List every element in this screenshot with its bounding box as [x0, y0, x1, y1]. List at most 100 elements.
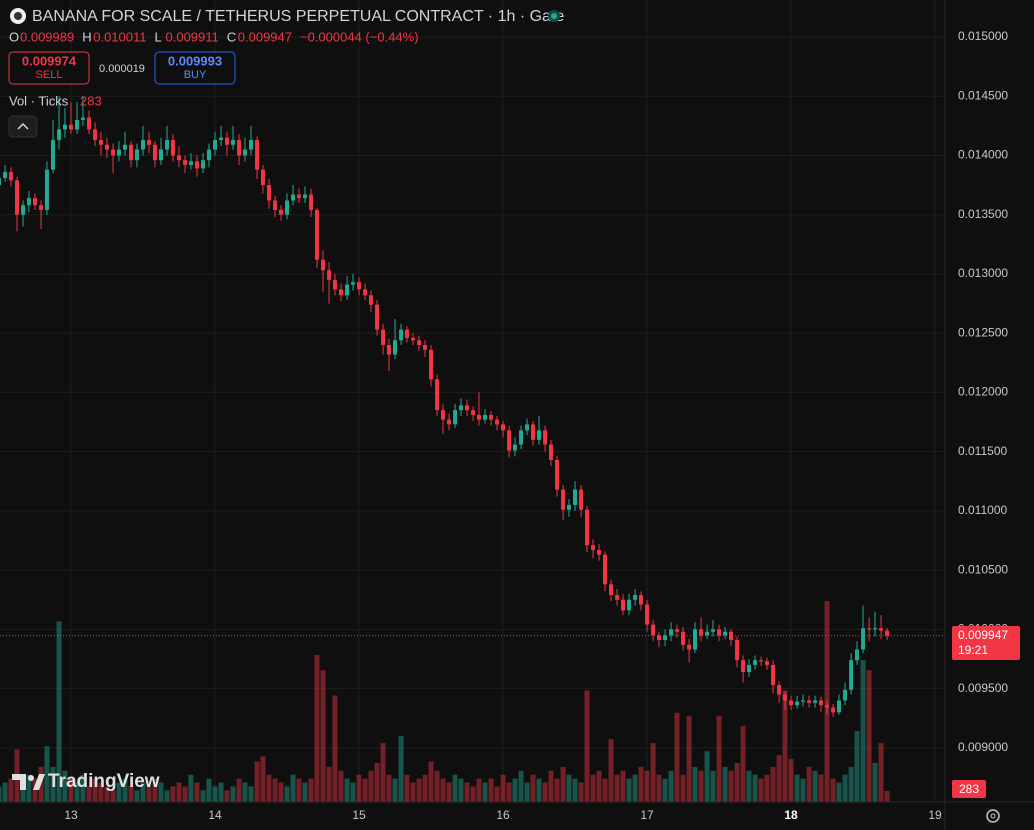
candle-body — [471, 410, 476, 415]
volume-bar — [368, 770, 374, 802]
volume-bar — [74, 782, 80, 802]
volume-bar — [884, 790, 890, 802]
volume-bar — [866, 670, 872, 802]
candle-body — [530, 424, 535, 440]
volume-bar — [692, 766, 698, 802]
last-price: 0.009947 — [958, 628, 1008, 642]
volume-bar — [80, 774, 86, 802]
sell-label: SELL — [36, 69, 63, 81]
candle-body — [741, 660, 746, 673]
volume-bar — [284, 786, 290, 802]
sell-button[interactable] — [8, 51, 90, 85]
volume-bar — [788, 759, 794, 802]
volume-bar — [386, 774, 392, 802]
volume-bar — [314, 654, 320, 802]
watermark-icon — [12, 774, 26, 790]
y-tick-label: 0.010500 — [958, 562, 1008, 576]
volume-bar — [0, 786, 2, 802]
y-tick-label: 0.014000 — [958, 148, 1008, 162]
candle-body — [75, 119, 80, 130]
candle-body — [728, 631, 733, 641]
candle-body — [831, 707, 836, 713]
volume-bar — [542, 782, 548, 802]
candle-body — [501, 424, 506, 431]
legend-key: H — [82, 29, 91, 44]
volume-bar — [86, 786, 92, 802]
volume-bar — [464, 782, 470, 802]
volume-bar — [104, 786, 110, 802]
candle-body — [555, 459, 560, 490]
y-tick-label: 0.013500 — [958, 207, 1008, 221]
candle-body — [645, 604, 650, 625]
volume-bar — [20, 782, 26, 802]
legend-key: L — [155, 29, 162, 44]
volume-bar — [686, 715, 692, 802]
settings-icon[interactable] — [986, 809, 1000, 823]
volume-bar — [656, 774, 662, 802]
volume-bar — [326, 766, 332, 802]
candle-body — [357, 282, 362, 290]
y-tick-label: 0.013000 — [958, 266, 1008, 280]
candle-body — [440, 410, 445, 420]
volume-bar — [212, 786, 218, 802]
candle-body — [422, 345, 427, 350]
collapse-button[interactable] — [8, 115, 38, 138]
volume-bar — [236, 778, 242, 802]
candle-body — [843, 689, 848, 701]
volume-bar — [110, 790, 116, 802]
candle-body — [368, 295, 373, 305]
volume-bar — [512, 778, 518, 802]
volume-bar — [230, 786, 236, 802]
candle-body — [393, 340, 398, 355]
volume-bar — [308, 778, 314, 802]
volume-bar — [176, 782, 182, 802]
volume-bar — [536, 778, 542, 802]
y-tick-label: 0.011500 — [958, 444, 1007, 458]
volume-bar — [530, 774, 536, 802]
candle-body — [14, 180, 19, 215]
sell-price: 0.009974 — [22, 53, 77, 68]
volume-bar — [638, 766, 644, 802]
volume-bar — [416, 778, 422, 802]
volume-bar — [50, 766, 56, 802]
candle-body — [219, 137, 224, 141]
candle-body — [669, 629, 674, 636]
candle-body — [591, 545, 596, 550]
volume-bar — [782, 690, 788, 802]
volume-bar — [680, 774, 686, 802]
candle-body — [165, 140, 170, 150]
candle-body — [237, 140, 242, 156]
legend-change: −0.000044 (−0.44%) — [300, 29, 419, 44]
legend-value: 0.009989 — [20, 29, 74, 44]
candle-body — [573, 489, 578, 505]
volume-bar — [290, 774, 296, 802]
volume-bar — [62, 770, 68, 802]
volume-bar — [146, 786, 152, 802]
candle-body — [93, 129, 98, 141]
candle-body — [674, 629, 679, 632]
candle-body — [3, 172, 8, 178]
candle-body — [602, 554, 607, 585]
volume-bar — [800, 778, 806, 802]
candle-body — [177, 155, 182, 161]
settings-gear — [986, 809, 1000, 823]
candle-body — [345, 284, 350, 296]
volume-bar — [8, 778, 14, 802]
x-tick-label: 13 — [64, 808, 78, 822]
candle-body — [309, 194, 314, 210]
candle-body — [615, 595, 620, 600]
volume-bar — [728, 770, 734, 802]
candle-body — [32, 198, 37, 206]
candle-body — [147, 140, 152, 145]
volume-bar — [320, 670, 326, 802]
candle-body — [813, 700, 818, 703]
last-price-box — [952, 626, 1020, 660]
volume-bar — [434, 770, 440, 802]
chart-title: BANANA FOR SCALE / TETHERUS PERPETUAL CO… — [32, 8, 564, 25]
volume-axis-label: 283 — [959, 782, 979, 796]
candle-body — [255, 140, 260, 170]
buy-button[interactable] — [154, 51, 236, 85]
candle-body — [759, 660, 764, 662]
candle-body — [291, 194, 296, 201]
volume-bar — [722, 766, 728, 802]
